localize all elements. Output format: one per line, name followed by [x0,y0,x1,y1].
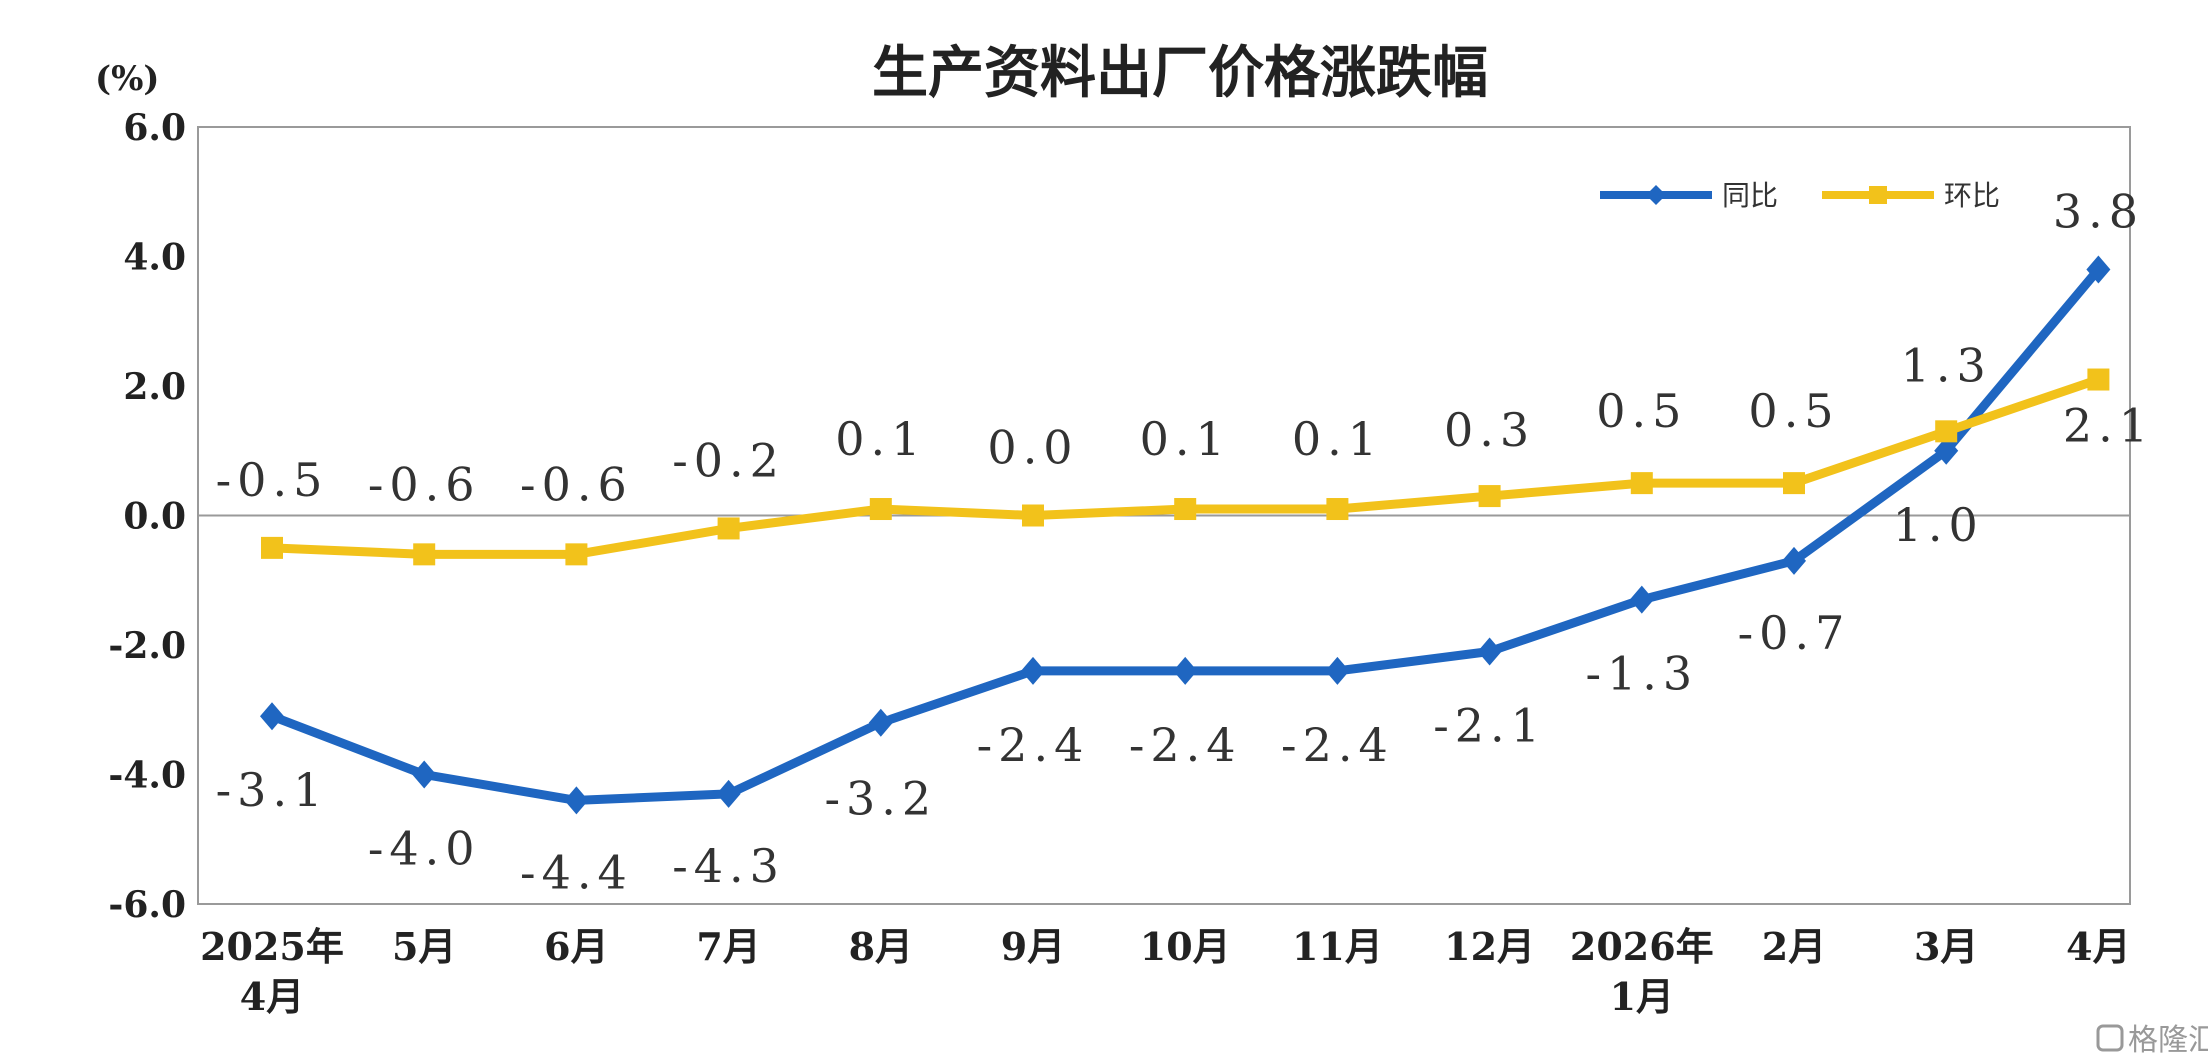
data-label: 3.8 [2053,184,2144,238]
data-point [1325,656,1350,685]
data-point [1326,498,1349,521]
series-layer [260,255,2111,815]
x-tick-label: 2025年 [200,924,344,969]
data-label: 0.5 [1748,384,1839,438]
data-point [412,760,437,789]
data-label: -0.6 [520,457,633,511]
x-tick-label: 7月 [696,924,760,969]
legend-mom-label: 环比 [1944,179,2000,212]
data-point [1021,656,1045,685]
legend-yoy-label: 同比 [1722,179,1778,212]
watermark: 格隆汇 [2096,1023,2208,1058]
data-label: 0.3 [1444,403,1535,457]
data-label: 1.3 [1901,338,1992,392]
y-axis-unit-label: (%) [95,59,159,99]
watermark-text: 格隆汇 [2128,1023,2208,1058]
data-point [1783,472,1805,495]
data-label: -0.5 [216,453,329,507]
x-tick-label: 8月 [849,924,913,969]
data-label: -2.4 [1281,718,1394,772]
legend-yoy-diamond-icon [1646,185,1666,205]
x-tick-label: 9月 [1001,924,1065,969]
y-tick-label: -6.0 [108,884,186,926]
gelonghui-logo-icon [2096,1024,2124,1052]
data-point [2087,368,2110,391]
y-tick-label: 6.0 [123,107,186,149]
data-label: -2.1 [1433,698,1546,752]
x-tick-label: 11月 [1292,924,1383,969]
data-point [261,536,283,559]
data-label: 1.0 [1893,498,1984,552]
data-point [1782,546,1806,575]
data-label: -2.4 [1129,718,1242,772]
data-label: 0.1 [1292,412,1383,466]
x-tick-label: 6月 [544,924,608,969]
series-1 [261,368,2110,566]
data-label: -0.2 [672,433,785,487]
x-tick-label: 2026年 [1570,924,1714,969]
data-point [2086,255,2111,284]
data-label: 2.1 [2063,399,2154,453]
data-point [1022,504,1044,527]
y-tick-label: -2.0 [108,625,186,667]
data-point [1630,472,1653,495]
data-label: 0.5 [1596,384,1687,438]
data-point [1477,637,1502,666]
data-point [1935,420,1958,443]
chart-title: 生产资料出厂价格涨跌幅 [872,41,1488,106]
data-labels: -3.1 -4.0 -4.4 -4.3 -3.2 -2.4 -2.4 -2.4 -2.1 -1.3… [216,184,2154,899]
y-tick-label: 0.0 [123,496,186,538]
data-point [716,779,741,808]
data-point [1174,498,1197,521]
x-tick-label: 10月 [1140,924,1231,969]
data-point [1173,656,1198,685]
data-point [1629,585,1654,614]
data-point [868,708,893,737]
x-tick-label: 1月 [1610,974,1674,1019]
x-tick-label: 4月 [240,974,304,1019]
data-label: -0.6 [368,457,481,511]
y-axis-ticks: 6.0 4.0 2.0 0.0 -2.0 -4.0 -6.0 [108,107,186,926]
x-tick-label: 3月 [1914,924,1978,969]
legend-mom-square-icon [1869,186,1887,204]
series-0 [260,255,2111,815]
x-axis-ticks: 2025年 4月 5月 6月 7月 8月 9月 10月 11月 12月 2026年 1月 2月 3月 4月 [200,924,2131,1019]
data-label: -3.1 [216,763,329,817]
data-label: -3.2 [824,772,937,826]
data-point [717,517,740,540]
data-label: -4.3 [672,839,785,893]
y-tick-label: 4.0 [123,237,186,279]
legend-item-mom: 环比 [1822,179,2000,212]
data-label: -1.3 [1585,647,1698,701]
data-point [1478,485,1501,508]
data-label: -2.4 [977,718,1090,772]
data-label: -4.4 [520,845,633,899]
x-tick-label: 5月 [392,924,456,969]
data-point [413,543,436,566]
data-point [869,498,892,521]
data-point [565,543,588,566]
data-label: 0.1 [1140,412,1231,466]
x-tick-label: 4月 [2066,924,2130,969]
data-label: -0.7 [1738,606,1851,660]
data-label: -4.0 [368,822,481,876]
data-label: 0.0 [987,421,1078,475]
x-tick-label: 12月 [1444,924,1535,969]
legend-item-yoy: 同比 [1600,179,1778,212]
legend: 同比 环比 [1600,179,2000,212]
data-point [1934,436,1959,465]
data-point [260,702,284,731]
y-tick-label: -4.0 [108,755,186,797]
x-tick-label: 2月 [1762,924,1826,969]
data-label: 0.1 [835,412,926,466]
y-tick-label: 2.0 [123,366,186,408]
data-point [564,786,589,815]
